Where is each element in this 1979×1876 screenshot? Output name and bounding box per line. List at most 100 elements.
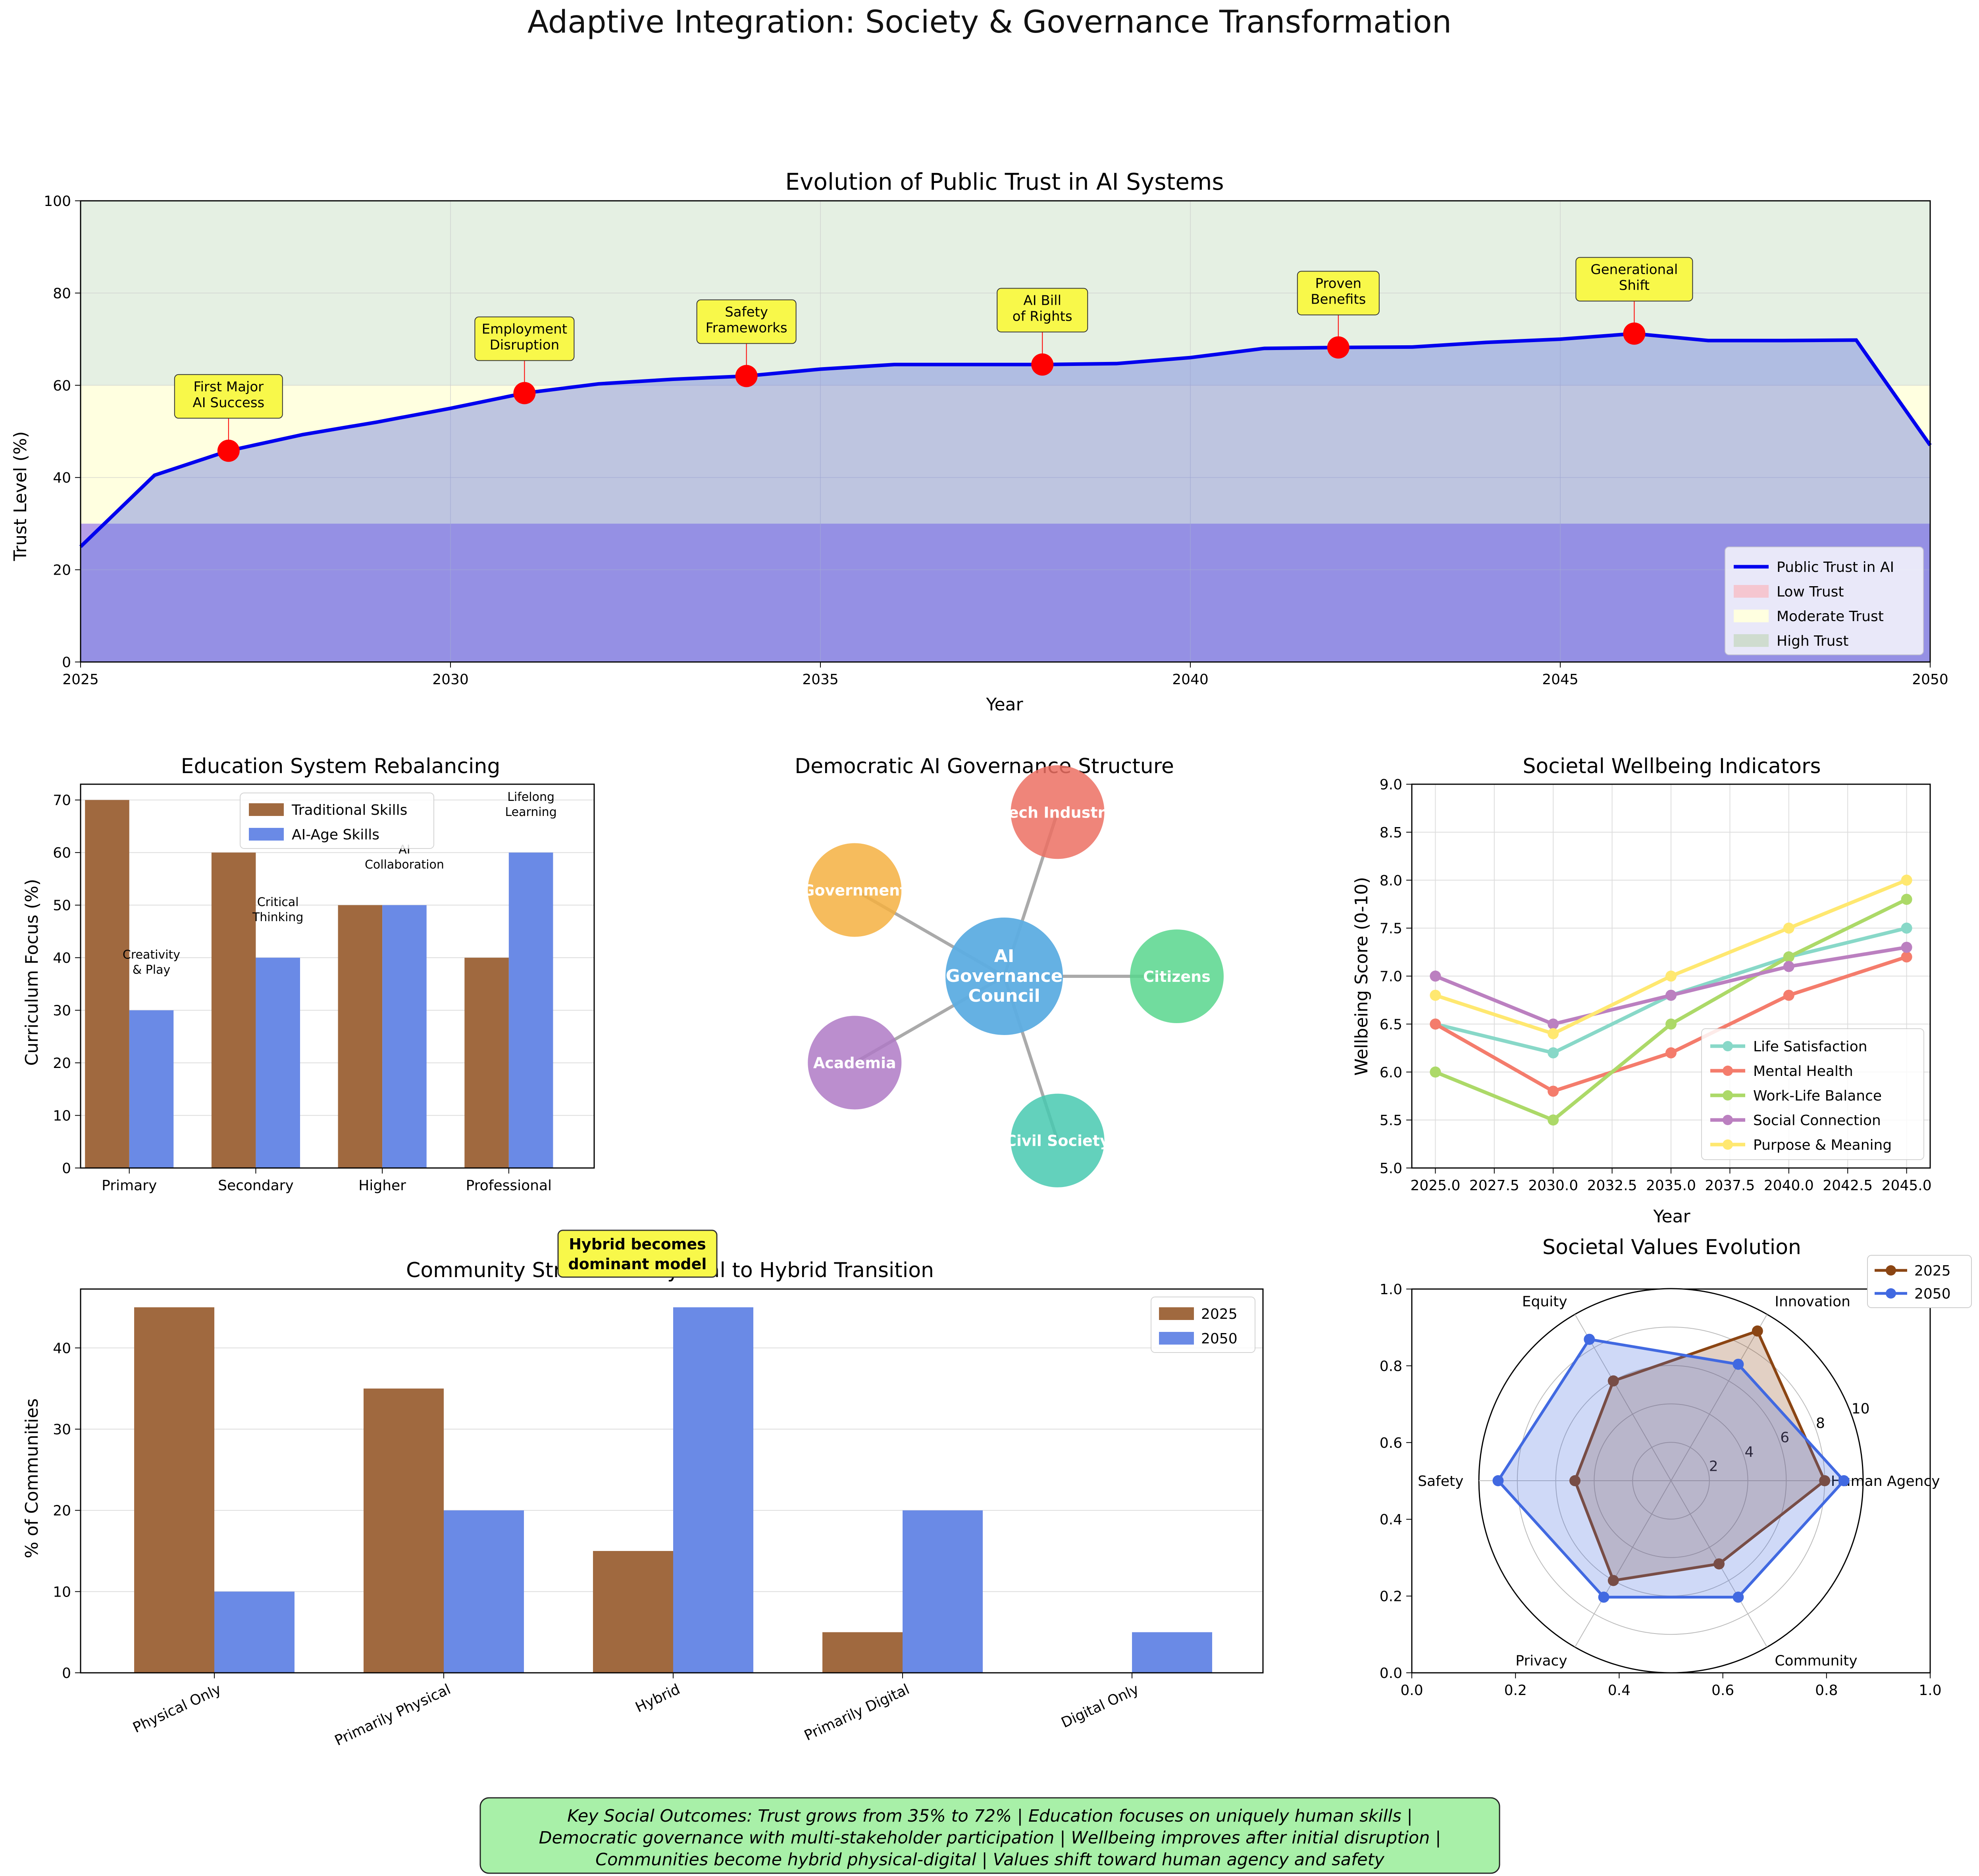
gov-node-label-1: Tech Industry xyxy=(1000,804,1115,821)
trust-xtick-label-3: 2040 xyxy=(1172,672,1209,688)
edu-legend-swatch-1 xyxy=(249,828,284,841)
vals-axis-label-1: Innovation xyxy=(1775,1293,1850,1310)
well-point-3-1 xyxy=(1548,1018,1559,1030)
well-ytick-label-3: 6.5 xyxy=(1380,1016,1402,1033)
vals-point-0-3 xyxy=(1569,1475,1581,1486)
milestone-label-3-b: of Rights xyxy=(1013,309,1072,325)
footer-line-1: Key Social Outcomes: Trust grows from 35… xyxy=(567,1806,1413,1826)
edu-annot-1-a: Critical xyxy=(257,895,299,909)
trust-band-0 xyxy=(81,523,1930,662)
milestone-label-4-a: Proven xyxy=(1315,276,1362,292)
comm-ytick-label-0: 0 xyxy=(62,1665,71,1682)
gov-center-label-0: AI xyxy=(994,946,1014,966)
vals-rtick-label-1: 4 xyxy=(1745,1444,1754,1460)
gov-node-0 xyxy=(808,843,902,937)
well-point-2-4 xyxy=(1901,894,1912,905)
trust-legend-swatch-3 xyxy=(1734,634,1769,647)
vals-legend-marker-0 xyxy=(1886,1265,1896,1276)
gov-node-2 xyxy=(1130,929,1224,1023)
vals-axis-label-3: Safety xyxy=(1418,1473,1463,1489)
vals-ytick-label-3: 0.6 xyxy=(1380,1435,1402,1451)
well-xtick-label-6: 2040.0 xyxy=(1764,1178,1814,1194)
footer-line-2: Democratic governance with multi-stakeho… xyxy=(539,1828,1441,1848)
trust-title: Evolution of Public Trust in AI Systems xyxy=(785,168,1224,195)
trust-xtick-label-5: 2050 xyxy=(1912,672,1948,688)
well-point-4-4 xyxy=(1901,874,1912,886)
comm-ytick-label-2: 20 xyxy=(53,1503,71,1519)
edu-xtick-label-3: Professional xyxy=(466,1178,552,1194)
milestone-box-3 xyxy=(997,288,1088,333)
well-xtick-label-5: 2037.5 xyxy=(1705,1178,1755,1194)
well-ytick-label-4: 7.0 xyxy=(1380,969,1402,985)
gov-center-label-1: Governance xyxy=(946,966,1063,986)
comm-bar-0-1 xyxy=(364,1388,444,1673)
well-point-2-0 xyxy=(1430,1066,1441,1078)
edu-ytick-label-2: 20 xyxy=(53,1055,71,1072)
well-legend-label-4: Purpose & Meaning xyxy=(1753,1137,1892,1153)
comm-bar-0-0 xyxy=(134,1307,214,1673)
comm-frame xyxy=(80,1288,1264,1674)
gov-node-4 xyxy=(808,1016,902,1110)
well-point-2-1 xyxy=(1548,1114,1559,1126)
well-point-4-0 xyxy=(1430,989,1441,1001)
vals-xtick-label-3: 0.6 xyxy=(1711,1682,1734,1699)
edu-bar-0-2 xyxy=(338,905,383,1168)
trust-ytick-label-1: 20 xyxy=(53,562,71,579)
edu-ytick-label-3: 30 xyxy=(53,1003,71,1019)
well-legend-marker-1 xyxy=(1723,1066,1733,1076)
wellbeing-title: Societal Wellbeing Indicators xyxy=(1523,754,1821,778)
milestone-box-5 xyxy=(1575,257,1693,302)
vals-axis-label-5: Community xyxy=(1775,1653,1857,1669)
trust-ytick-label-3: 60 xyxy=(53,378,71,394)
well-xtick-label-2: 2030.0 xyxy=(1528,1178,1578,1194)
milestone-label-5-a: Generational xyxy=(1590,262,1678,278)
vals-point-1-3 xyxy=(1492,1475,1504,1486)
vals-point-0-1 xyxy=(1752,1325,1763,1337)
vals-ytick-label-1: 0.2 xyxy=(1380,1589,1402,1605)
well-ytick-label-7: 8.5 xyxy=(1380,825,1402,841)
edu-ytick-label-6: 60 xyxy=(53,845,71,861)
comm-bar-1-4 xyxy=(1132,1632,1212,1673)
milestone-label-0-b: AI Success xyxy=(193,395,264,411)
milestone-label-0-a: First Major xyxy=(193,379,264,395)
milestone-point-4 xyxy=(1327,336,1349,359)
milestone-point-0 xyxy=(217,439,240,462)
trust-ytick-label-4: 80 xyxy=(53,285,71,302)
trust-frame xyxy=(80,200,1931,663)
well-point-1-1 xyxy=(1548,1085,1559,1097)
well-legend-marker-3 xyxy=(1723,1115,1733,1125)
well-point-0-4 xyxy=(1901,922,1912,934)
edu-annot-0-b: & Play xyxy=(133,963,171,977)
well-xtick-label-0: 2025.0 xyxy=(1410,1178,1460,1194)
well-point-1-4 xyxy=(1901,951,1912,963)
trust-ytick-label-5: 100 xyxy=(44,193,71,210)
vals-xtick-label-0: 0.0 xyxy=(1400,1682,1423,1699)
education-title: Education System Rebalancing xyxy=(181,754,501,778)
edu-bar-1-1 xyxy=(256,958,300,1168)
edu-bar-1-2 xyxy=(382,905,427,1168)
edu-legend-label-1: AI-Age Skills xyxy=(292,827,379,843)
milestone-label-5-b: Shift xyxy=(1619,278,1650,294)
milestone-box-4 xyxy=(1297,271,1380,316)
footer-line-3: Communities become hybrid physical-digit… xyxy=(595,1850,1384,1870)
trust-xtick-label-2: 2035 xyxy=(802,672,839,688)
vals-xtick-label-4: 0.8 xyxy=(1815,1682,1838,1699)
vals-point-1-1 xyxy=(1733,1358,1744,1370)
vals-point-1-0 xyxy=(1838,1475,1850,1486)
edu-bar-0-0 xyxy=(85,800,129,1168)
well-ytick-label-8: 9.0 xyxy=(1380,777,1402,793)
well-xtick-label-8: 2045.0 xyxy=(1882,1178,1932,1194)
well-point-1-0 xyxy=(1430,1018,1441,1030)
footer-box: Key Social Outcomes: Trust grows from 35… xyxy=(479,1797,1500,1874)
vals-point-1-5 xyxy=(1733,1591,1744,1603)
comm-legend-label-1: 2050 xyxy=(1201,1331,1238,1347)
governance-title: Democratic AI Governance Structure xyxy=(795,754,1174,778)
well-legend-label-1: Mental Health xyxy=(1753,1063,1853,1079)
edu-legend-swatch-0 xyxy=(249,803,284,816)
edu-annot-1-b: Thinking xyxy=(252,910,303,924)
trust-legend-swatch-2 xyxy=(1734,610,1769,622)
comm-ytick-label-3: 30 xyxy=(53,1422,71,1438)
vals-legend-label-0: 2025 xyxy=(1914,1263,1951,1279)
gov-node-3 xyxy=(1011,1093,1105,1187)
gov-node-label-4: Academia xyxy=(813,1054,896,1072)
